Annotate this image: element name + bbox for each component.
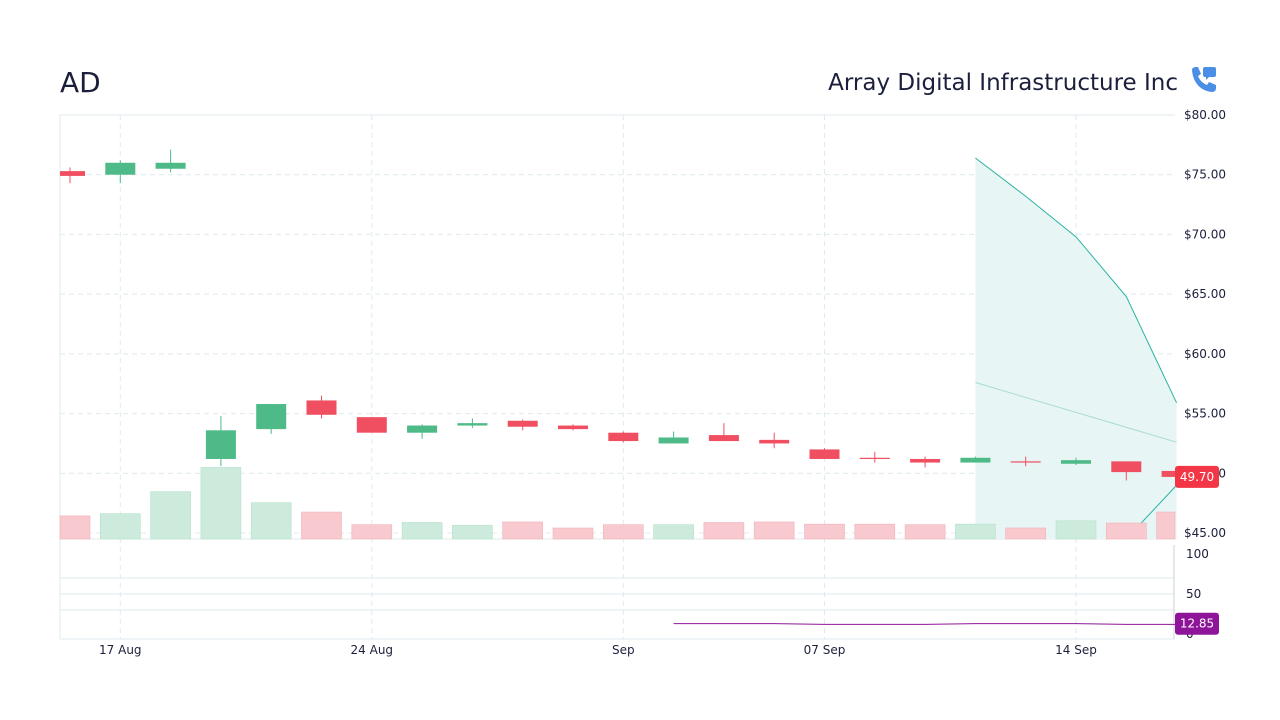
candle-body: [60, 171, 85, 176]
volume-bar: [955, 523, 996, 540]
last-price-badge: [1175, 465, 1219, 488]
candle-body: [1061, 460, 1091, 464]
volume-bar: [804, 523, 845, 540]
candle-body: [256, 404, 287, 430]
volume-bar: [1055, 520, 1097, 540]
candle: [1061, 457, 1091, 465]
rsi-tick-label: 100: [1186, 547, 1209, 561]
candle-body: [658, 437, 689, 444]
candle-body: [809, 449, 840, 459]
candle-body: [1111, 461, 1142, 473]
candle-body: [205, 430, 236, 459]
forecast-middle-line: [975, 382, 1177, 443]
volume-bar: [59, 515, 91, 540]
last-price-label: 49.70: [1180, 470, 1214, 484]
candle-body: [910, 458, 941, 463]
volume-bar: [1156, 511, 1176, 540]
price-tick-label: $75.00: [1184, 168, 1226, 182]
volume-bar: [502, 521, 544, 540]
candle: [457, 418, 488, 428]
candle-body: [859, 457, 890, 459]
candle: [60, 167, 85, 184]
time-tick-label: 24 Aug: [351, 643, 394, 657]
candle: [306, 395, 337, 419]
price-tick-label: $65.00: [1184, 287, 1226, 301]
candle-body: [155, 162, 186, 169]
volume-bar: [904, 524, 946, 540]
price-tick-label: $45.00: [1184, 526, 1226, 540]
time-tick-label: 07 Sep: [804, 643, 846, 657]
candle: [859, 451, 890, 463]
price-badges: 49.70 12.85: [1175, 465, 1219, 635]
volume-bar: [602, 524, 644, 540]
candle: [960, 456, 991, 463]
candle: [809, 448, 840, 459]
candle: [910, 456, 941, 468]
company-name: Array Digital Infrastructure Inc: [828, 70, 1178, 96]
candle: [205, 415, 236, 467]
candle-body: [759, 439, 790, 444]
volume-bar: [703, 522, 745, 540]
candle-body: [558, 425, 588, 430]
chart-axes: $80.00$75.00$70.00$65.00$60.00$55.00$50.…: [99, 108, 1226, 657]
candle-body: [356, 417, 387, 433]
candle-body: [507, 420, 538, 427]
candle: [1111, 461, 1142, 481]
rsi-pane: [673, 545, 1177, 639]
volume-bar: [452, 524, 493, 540]
volume-bar: [351, 524, 393, 540]
volume-bar: [200, 467, 242, 540]
candle-body: [1161, 470, 1175, 477]
candle-body: [1010, 461, 1041, 463]
candle-body: [105, 162, 136, 175]
candle: [105, 160, 136, 184]
candle: [708, 423, 739, 442]
candle: [155, 149, 186, 173]
volume-bar: [1106, 522, 1147, 540]
candle: [1010, 456, 1041, 467]
volume-bar: [150, 491, 191, 540]
forecast-band: [975, 157, 1177, 539]
candle: [507, 419, 538, 431]
price-tick-label: $60.00: [1184, 347, 1226, 361]
price-tick-label: $80.00: [1184, 108, 1226, 122]
candle-body: [457, 423, 488, 426]
phone-chat-icon[interactable]: [1188, 64, 1220, 96]
candle-body: [708, 435, 739, 442]
volume-bar: [753, 521, 795, 540]
time-tick-label: 17 Aug: [99, 643, 142, 657]
time-tick-label: 14 Sep: [1055, 643, 1097, 657]
ticker-symbol: AD: [60, 66, 101, 99]
time-tick-label: Sep: [612, 643, 635, 657]
candle: [356, 417, 387, 433]
volume-bar: [250, 502, 292, 540]
rsi-tick-label: 50: [1186, 587, 1201, 601]
candle: [558, 424, 588, 431]
candle: [256, 404, 287, 434]
candle-body: [608, 432, 639, 442]
rsi-value-badge: [1175, 612, 1219, 635]
volume-bar: [653, 524, 694, 540]
candle: [759, 432, 790, 449]
volume-bar: [301, 511, 342, 540]
candle-body: [306, 400, 337, 415]
candle-body: [960, 457, 991, 463]
price-tick-label: $70.00: [1184, 227, 1226, 241]
volume-bars: [59, 467, 1176, 540]
volume-bar: [1005, 527, 1047, 540]
candle: [658, 431, 689, 444]
rsi-line: [673, 623, 1177, 625]
volume-bar: [854, 523, 896, 540]
volume-bar: [552, 527, 594, 540]
candle: [608, 431, 639, 443]
rsi-value-label: 12.85: [1180, 617, 1214, 631]
volume-bar: [401, 522, 443, 540]
forecast-upper-line: [975, 157, 1178, 404]
candle-body: [407, 425, 438, 433]
volume-bar: [100, 513, 141, 540]
price-tick-label: $55.00: [1184, 407, 1226, 421]
candle: [407, 424, 438, 439]
